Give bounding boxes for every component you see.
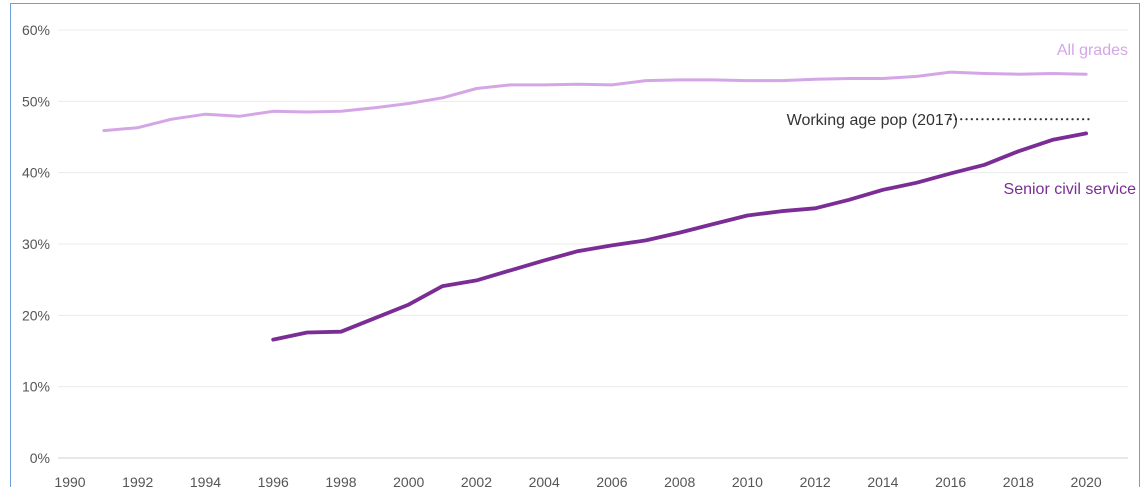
y-tick-label: 50% bbox=[22, 93, 50, 109]
x-tick-label: 1998 bbox=[325, 474, 356, 490]
series-lines bbox=[102, 70, 1095, 342]
series-label-all-grades: All grades bbox=[1057, 42, 1128, 59]
x-tick-label: 2000 bbox=[393, 474, 424, 490]
x-tick-label: 2014 bbox=[867, 474, 898, 490]
x-tick-label: 2002 bbox=[461, 474, 492, 490]
x-tick-label: 2020 bbox=[1071, 474, 1102, 490]
x-tick-label: 2006 bbox=[596, 474, 627, 490]
x-axis-tick-labels: 1990 1992 1994 1996 1998 2000 2002 2004 2006 2008… bbox=[54, 474, 1101, 490]
y-tick-label: 20% bbox=[22, 307, 50, 323]
x-tick-label: 1994 bbox=[190, 474, 221, 490]
x-tick-label: 1992 bbox=[122, 474, 153, 490]
x-tick-label: 2010 bbox=[732, 474, 763, 490]
y-axis-tick-labels: 0% 10% 20% 30% 40% 50% 60% bbox=[22, 22, 50, 466]
series-labels: All grades Senior civil service Working ag… bbox=[787, 42, 1136, 198]
y-tick-label: 60% bbox=[22, 22, 50, 38]
series-line-senior-civil-service bbox=[271, 131, 1088, 342]
y-tick-label: 30% bbox=[22, 236, 50, 252]
y-tick-label: 10% bbox=[22, 379, 50, 395]
x-tick-label: 2018 bbox=[1003, 474, 1034, 490]
x-tick-label: 1990 bbox=[54, 474, 85, 490]
x-tick-label: 1996 bbox=[258, 474, 289, 490]
series-label-working-age-pop-2017: Working age pop (2017) bbox=[787, 112, 958, 129]
x-tick-label: 2004 bbox=[529, 474, 560, 490]
y-tick-label: 40% bbox=[22, 165, 50, 181]
series-label-senior-civil-service: Senior civil service bbox=[1004, 181, 1137, 198]
x-tick-label: 2012 bbox=[800, 474, 831, 490]
gridlines bbox=[58, 29, 1128, 459]
x-tick-label: 2016 bbox=[935, 474, 966, 490]
y-tick-label: 0% bbox=[30, 450, 50, 466]
x-tick-label: 2008 bbox=[664, 474, 695, 490]
series-line-all-grades bbox=[102, 70, 1088, 133]
